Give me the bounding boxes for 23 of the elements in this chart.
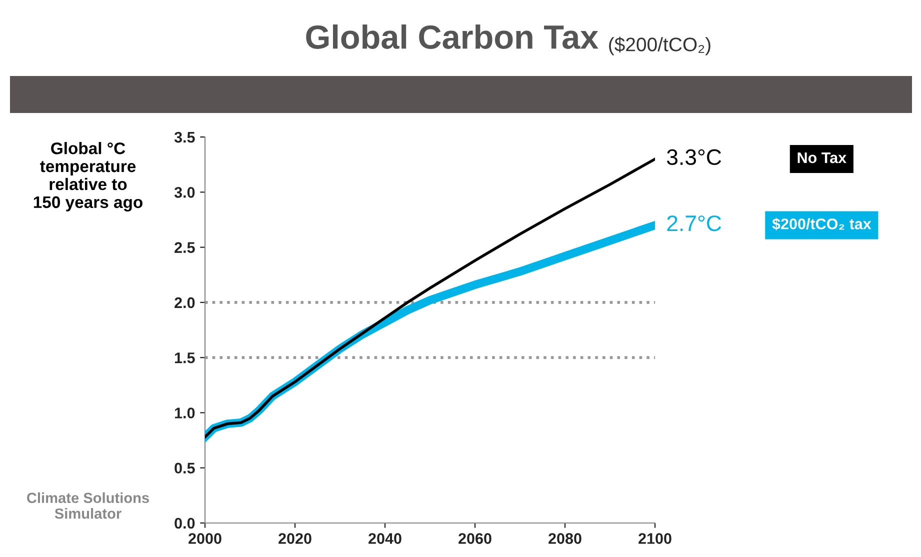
y-tick-label: 1.0: [175, 408, 195, 418]
text: $200/tCO₂ tax: [772, 218, 872, 230]
y-tick-label: 3.0: [174, 187, 195, 198]
chart-title: Global Carbon Tax: [306, 24, 598, 49]
line-series: [205, 158, 655, 438]
x-tick-label: 2000: [188, 533, 222, 544]
y-tick-label: 2.5: [174, 242, 195, 253]
x-tick-label: 2060: [458, 533, 492, 544]
text: No Tax: [798, 152, 846, 164]
y-tick-label: 3.5: [174, 132, 195, 143]
x-tick-label: 2040: [368, 533, 402, 544]
annotation: 3.3°C: [666, 149, 722, 166]
x-tick-label: 2080: [548, 533, 582, 544]
y-axis-title: Global °C temperature relative to 150 years ago: [34, 142, 142, 212]
chart-subtitle: ($200/tCO₂): [609, 36, 710, 56]
text: Climate Solutions Simulator: [27, 492, 149, 519]
y-tick-label: 0.5: [174, 462, 195, 474]
x-tick-label: 2020: [278, 533, 312, 544]
y-tick-label: 0.0: [174, 518, 195, 529]
annotation: 2.7°C: [667, 215, 722, 232]
y-tick-label: 2.0: [174, 297, 195, 308]
y-tick-label: 1.5: [175, 352, 195, 364]
x-tick-label: 2100: [638, 533, 672, 544]
